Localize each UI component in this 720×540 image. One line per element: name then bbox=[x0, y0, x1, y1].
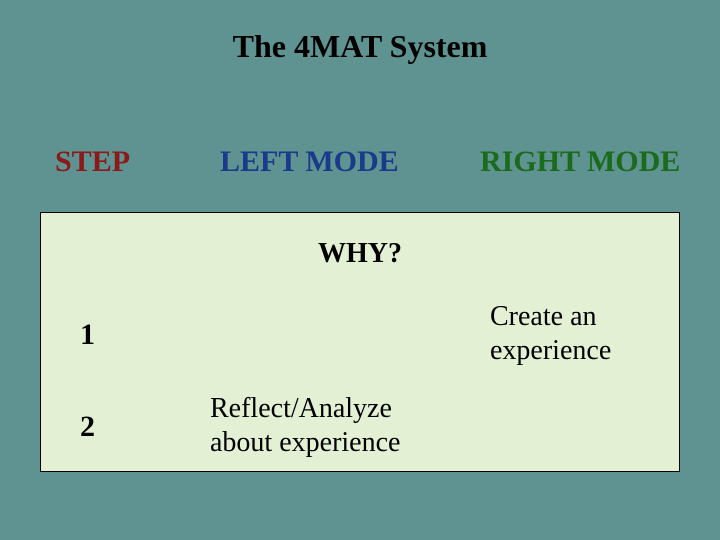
row-1-right-mode: Create anexperience bbox=[490, 300, 611, 367]
column-header-right-mode: RIGHT MODE bbox=[480, 145, 680, 179]
column-header-left-mode: LEFT MODE bbox=[220, 145, 399, 179]
slide-title: The 4MAT System bbox=[0, 28, 720, 65]
step-number-1: 1 bbox=[80, 318, 95, 352]
section-label-why: WHY? bbox=[0, 238, 720, 270]
row-2-left-mode: Reflect/Analyzeabout experience bbox=[210, 392, 400, 459]
column-header-step: STEP bbox=[55, 145, 130, 179]
step-number-2: 2 bbox=[80, 410, 95, 444]
